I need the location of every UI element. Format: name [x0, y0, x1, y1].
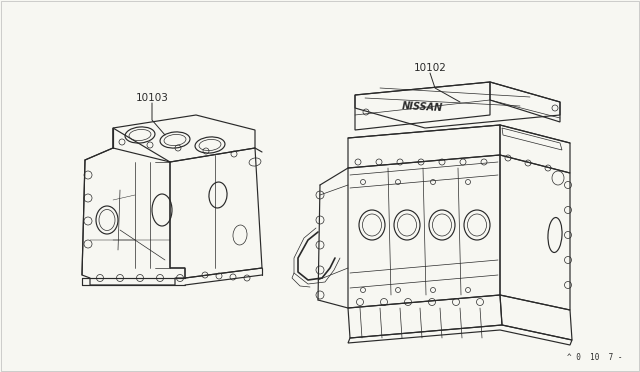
Text: NISSAN: NISSAN [401, 101, 443, 113]
Text: 10103: 10103 [136, 93, 168, 103]
Text: ^ 0  10  7 -: ^ 0 10 7 - [567, 353, 623, 362]
Text: 10102: 10102 [413, 63, 447, 73]
